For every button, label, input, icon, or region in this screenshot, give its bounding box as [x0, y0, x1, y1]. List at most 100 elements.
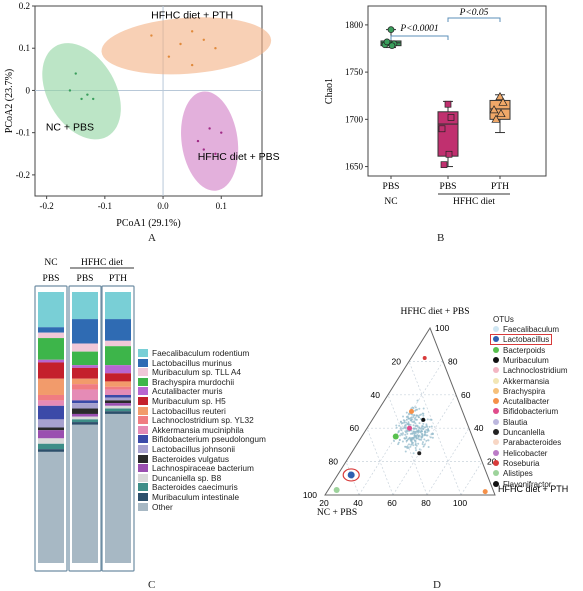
otu-point — [414, 442, 417, 445]
bar-segment — [72, 319, 98, 344]
otu-point — [427, 429, 430, 432]
otu-point — [409, 439, 412, 442]
otu-point — [423, 431, 426, 434]
bar-segment — [38, 332, 64, 339]
data-point — [383, 38, 391, 46]
legend-swatch — [138, 387, 148, 396]
legend-dot — [493, 439, 499, 446]
otu-point — [417, 416, 420, 419]
otu-point — [412, 424, 415, 427]
bar-segment — [72, 367, 98, 379]
otu-point — [421, 434, 424, 437]
legend-dot — [493, 387, 499, 394]
otu-point — [421, 443, 424, 446]
legend-swatch — [138, 493, 148, 501]
otu-point — [399, 420, 402, 423]
bar-segment — [72, 378, 98, 385]
axis-label: HFHC diet + PTH — [498, 484, 568, 494]
otu-point — [412, 415, 415, 418]
otu-point — [431, 432, 434, 435]
legend-item: Bacterpoids — [493, 346, 545, 355]
legend-label: Lactobacillus reuteri — [152, 405, 226, 416]
legend-item: Helicobacter — [493, 449, 547, 458]
otu-point — [421, 427, 424, 430]
otu-point — [425, 424, 428, 427]
legend-dot — [493, 377, 499, 384]
legend-label: Akkermansia — [503, 376, 550, 386]
legend-label: Muribaculum sp. H5 — [152, 396, 226, 406]
ternary-frame — [324, 326, 496, 496]
data-point — [214, 47, 217, 50]
otu-point — [423, 438, 426, 441]
legend-swatch — [138, 464, 148, 473]
legend-item: Lactobacillus murinus — [138, 358, 232, 368]
legend-item: Bacteroides caecimuris — [138, 482, 238, 492]
pcoa-panel: -0.2 -0.1 0.0 0.1 0.2 0.1 0 -0.1 -0.2 PCoA1 (29.1… — [0, 0, 285, 240]
panel-d-caption: D — [433, 579, 441, 591]
legend-swatch — [138, 397, 148, 405]
otu-highlight-point — [417, 451, 422, 456]
legend-item: Lachnoclostridium — [493, 366, 567, 375]
legend-label: Bacteroides vulgatus — [152, 453, 230, 464]
legend-swatch — [138, 454, 148, 463]
bar-segment — [38, 338, 64, 360]
ternary-panel: 20 100 20 40 80 40 60 60 60 80 40 80 100 20 100 HFHC di… — [300, 300, 583, 530]
otu-point — [420, 413, 423, 416]
group-ellipse — [181, 91, 239, 191]
bar-segment — [72, 416, 98, 420]
otu-point — [413, 414, 416, 417]
data-point — [190, 30, 194, 33]
legend-dot — [493, 418, 499, 425]
bar-segment — [38, 405, 64, 420]
otu-point — [416, 425, 419, 428]
legend-swatch — [138, 416, 148, 425]
otu-point — [423, 426, 426, 429]
otu-point — [406, 432, 409, 435]
data-point — [489, 105, 499, 114]
bar-segment — [105, 411, 131, 414]
otu-point — [395, 426, 398, 429]
legend-title: OTUs — [493, 315, 514, 324]
x-tick-label: PTH — [491, 182, 509, 192]
otu-point — [401, 432, 404, 435]
panel-a-caption: A — [148, 232, 156, 244]
data-point — [220, 131, 223, 134]
legend-swatch — [138, 502, 148, 511]
otu-point — [414, 409, 417, 412]
otu-point — [404, 437, 407, 440]
tick-label: 20 — [319, 498, 329, 508]
data-point — [92, 97, 95, 101]
legend-label: Parabacteroides — [503, 438, 562, 448]
otu-point — [422, 422, 425, 425]
legend-item: Muribaculum — [493, 356, 549, 365]
legend-label: Muribaculum intestinale — [152, 492, 240, 502]
otu-point — [398, 438, 401, 441]
otu-highlight-point — [482, 489, 488, 495]
otu-point — [412, 421, 415, 424]
otu-point — [405, 427, 408, 430]
legend-item: Bacteroides vulgatus — [138, 454, 229, 464]
significance-bracket — [447, 17, 501, 22]
bar-segment — [105, 405, 131, 409]
otu-point — [404, 450, 407, 453]
otu-point — [404, 445, 407, 448]
chao1-plot: 1650 1700 1750 1800 Chao1 PBS PBS PTH NC HFHC die… — [324, 5, 547, 207]
data-point — [445, 150, 453, 158]
legend-swatch — [138, 435, 148, 444]
y-tick-label: 1700 — [345, 114, 364, 124]
grid-line — [345, 461, 360, 496]
otu-point — [415, 444, 418, 447]
otu-highlight-point — [421, 417, 426, 422]
otu-point — [397, 443, 400, 446]
data-point — [208, 127, 211, 130]
otu-point — [405, 411, 408, 414]
bar-segment — [72, 400, 98, 404]
otu-point — [418, 430, 421, 433]
otu-point — [402, 415, 405, 418]
otu-point — [423, 434, 426, 437]
otu-point — [411, 437, 414, 440]
legend-item: Duncanlella — [493, 428, 545, 437]
composition-panel: NC HFHC diet PBS PBS PTH — [0, 255, 300, 575]
legend-item: Acutalibacter muris — [138, 386, 223, 396]
bar-segment — [105, 389, 131, 395]
